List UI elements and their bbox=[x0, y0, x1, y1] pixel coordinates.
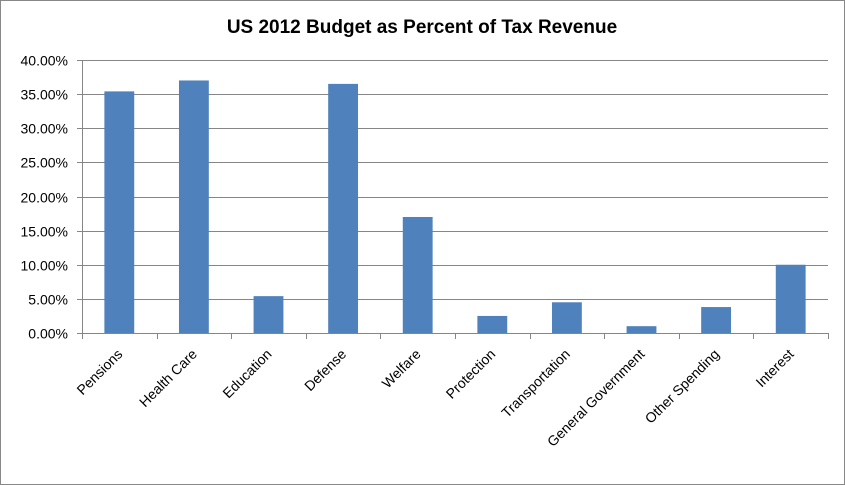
bar-education bbox=[253, 296, 284, 333]
x-tick-label: Pensions bbox=[73, 346, 125, 398]
bar-general-government bbox=[626, 326, 657, 333]
y-tick-label: 20.00% bbox=[21, 190, 68, 206]
y-tick-label: 10.00% bbox=[21, 258, 68, 274]
y-tick-label: 25.00% bbox=[21, 155, 68, 171]
bar-defense bbox=[328, 83, 359, 333]
bar-transportation bbox=[551, 302, 582, 333]
x-axis-labels: Pensions Health Care Education Defense Welfa… bbox=[73, 346, 797, 450]
bar-welfare bbox=[402, 216, 433, 333]
y-axis-ticks: 0.00% 5.00% 10.00% 15.00% 20.00% 25.00% 30.00%… bbox=[21, 53, 68, 342]
y-tick-label: 30.00% bbox=[21, 121, 68, 137]
bar-health-care bbox=[178, 80, 209, 333]
x-axis bbox=[82, 333, 829, 339]
y-tick-label: 0.00% bbox=[28, 326, 68, 342]
x-tick-label: Defense bbox=[301, 346, 349, 394]
bar-other-spending bbox=[701, 307, 732, 333]
bar-interest bbox=[775, 264, 806, 333]
x-tick-label: Education bbox=[219, 346, 274, 401]
bar-protection bbox=[477, 315, 508, 333]
x-tick-label: Interest bbox=[752, 346, 796, 390]
y-tick-label: 15.00% bbox=[21, 224, 68, 240]
chart-title: US 2012 Budget as Percent of Tax Revenue bbox=[227, 17, 617, 38]
y-tick-label: 5.00% bbox=[28, 292, 68, 308]
bar-pensions bbox=[104, 91, 135, 334]
x-tick-label: Transportation bbox=[498, 346, 573, 421]
bars bbox=[104, 80, 806, 334]
x-tick-label: Welfare bbox=[379, 346, 424, 391]
x-tick-label: Other Spending bbox=[642, 346, 723, 427]
y-tick-label: 40.00% bbox=[21, 53, 68, 69]
y-tick-label: 35.00% bbox=[21, 87, 68, 103]
x-tick-label: Health Care bbox=[136, 346, 200, 410]
x-tick-label: Protection bbox=[443, 346, 499, 402]
